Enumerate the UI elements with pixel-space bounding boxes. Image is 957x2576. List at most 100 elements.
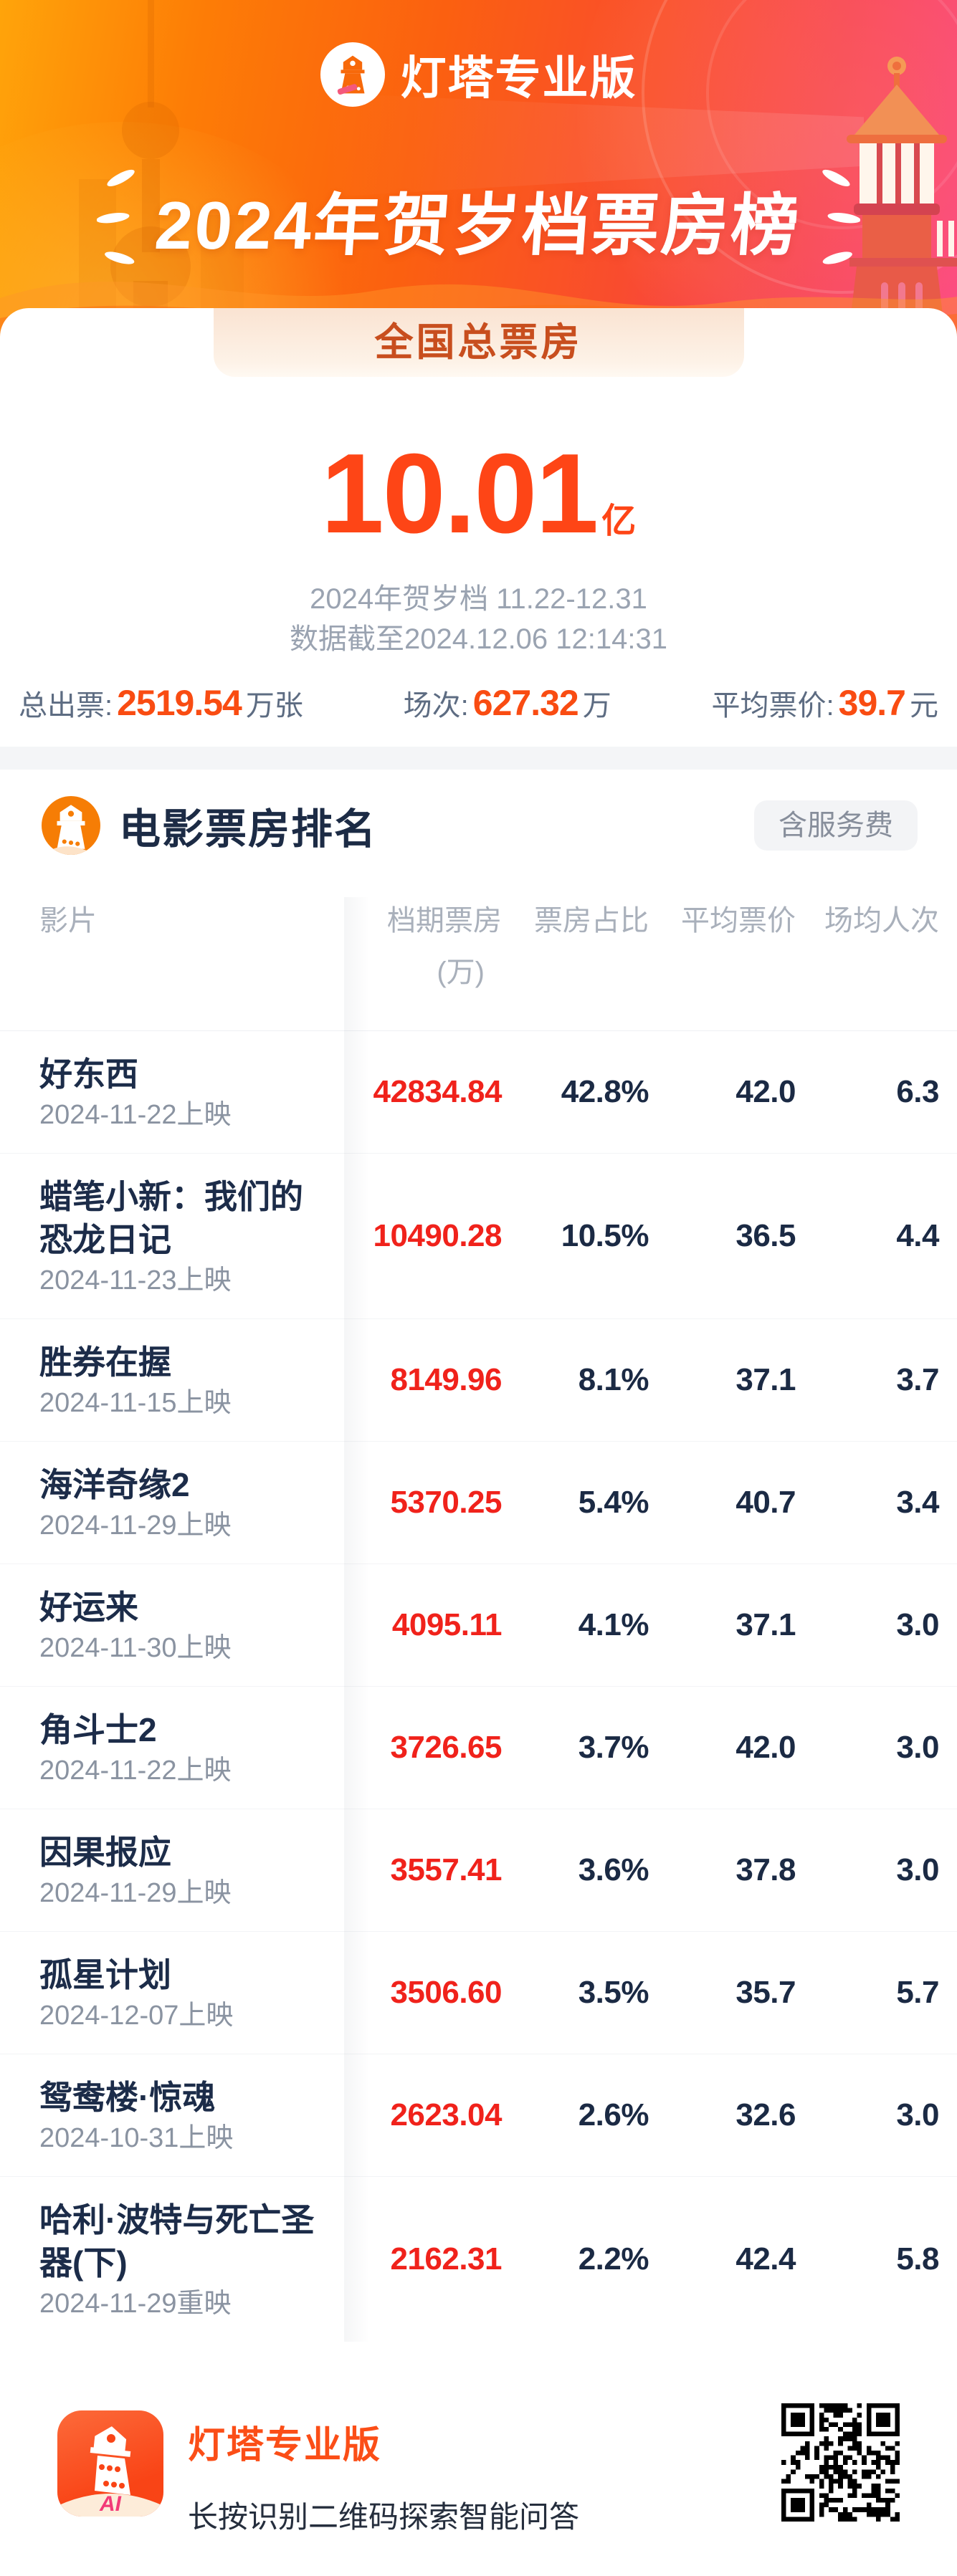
footer-text: 灯塔专业版 长按识别二维码探索智能问答: [188, 2415, 579, 2537]
table-row[interactable]: 胜券在握 2024-11-15上映 8149.96 8.1% 37.1 3.7: [0, 1319, 957, 1442]
table-row[interactable]: 海洋奇缘2 2024-11-29上映 5370.25 5.4% 40.7 3.4: [0, 1442, 957, 1564]
film-attendance: 5.7: [896, 1975, 939, 2010]
film-attendance: 3.0: [896, 2097, 939, 2132]
film-avg-price: 37.1: [735, 1607, 796, 1642]
film-avg-price: 42.0: [735, 1730, 796, 1765]
film-cell: 好运来 2024-11-30上映: [0, 1586, 344, 1665]
total-box-office-value: 10.01: [320, 431, 599, 557]
qr-code: [781, 2403, 900, 2522]
table-row[interactable]: 鸳鸯楼·惊魂 2024-10-31上映 2623.04 2.6% 32.6 3.…: [0, 2054, 957, 2177]
film-cell: 孤星计划 2024-12-07上映: [0, 1953, 344, 2032]
national-summary-card: 全国总票房 10.01 亿 2024年贺岁档 11.22-12.31 数据截至2…: [0, 308, 957, 747]
hero-banner: 灯塔专业版 2024年贺岁档票房榜: [0, 0, 957, 337]
hero-title-row: 2024年贺岁档票房榜: [0, 163, 957, 277]
stat-avg-price: 平均票价: 39.7 元: [711, 683, 938, 723]
stat-total-tickets: 总出票: 2519.54 万张: [19, 683, 303, 723]
film-attendance: 3.0: [896, 1730, 939, 1765]
film-release-date: 2024-11-30上映: [39, 1633, 232, 1663]
film-title: 鸳鸯楼·惊魂: [39, 2079, 216, 2116]
table-rows: 好东西 2024-11-22上映 42834.84 42.8% 42.0 6.3…: [0, 1031, 957, 2342]
film-release-date: 2024-11-29上映: [39, 1510, 232, 1541]
film-share: 4.1%: [578, 1607, 649, 1642]
film-avg-price: 36.5: [735, 1218, 796, 1253]
table-row[interactable]: 好运来 2024-11-30上映 4095.11 4.1% 37.1 3.0: [0, 1564, 957, 1687]
footer-brand: 灯塔专业版: [188, 2425, 382, 2466]
film-title: 角斗士2: [39, 1711, 157, 1748]
film-title: 好运来: [39, 1589, 138, 1626]
film-share: 10.5%: [561, 1218, 649, 1253]
laurel-left-icon: [97, 169, 135, 264]
total-box-office-unit: 亿: [601, 502, 637, 540]
film-box-office: 5370.25: [390, 1485, 502, 1520]
film-attendance: 3.0: [896, 1852, 939, 1887]
table-row[interactable]: 因果报应 2024-11-29上映 3557.41 3.6% 37.8 3.0: [0, 1809, 957, 1932]
pearl-tower-silhouette-icon: [79, 0, 244, 315]
brand-name: 灯塔专业版: [400, 52, 637, 104]
film-avg-price: 37.1: [735, 1362, 796, 1397]
film-cell: 因果报应 2024-11-29上映: [0, 1831, 344, 1910]
ranking-section-header: 电影票房排名 含服务费: [0, 795, 957, 856]
national-total-badge: 全国总票房: [213, 308, 744, 377]
film-box-office: 10490.28: [373, 1218, 502, 1253]
film-cell: 蜡笔小新：我们的恐龙日记 2024-11-23上映: [0, 1175, 344, 1297]
table-row[interactable]: 好东西 2024-11-22上映 42834.84 42.8% 42.0 6.3: [0, 1031, 957, 1154]
film-cell: 好东西 2024-11-22上映: [0, 1053, 344, 1131]
film-release-date: 2024-11-29上映: [39, 1878, 232, 1908]
column-header-film: 影片: [39, 905, 97, 937]
film-release-date: 2024-11-29重映: [39, 2289, 232, 2319]
beacon-logo-icon: [320, 42, 385, 107]
film-box-office: 2623.04: [390, 2097, 502, 2132]
footer-tip: 长按识别二维码探索智能问答: [188, 2500, 580, 2534]
film-release-date: 2024-11-22上映: [39, 1756, 232, 1786]
film-release-date: 2024-12-07上映: [39, 2001, 234, 2031]
film-cell: 鸳鸯楼·惊魂 2024-10-31上映: [0, 2076, 344, 2155]
film-share: 42.8%: [561, 1074, 649, 1109]
film-share: 2.2%: [578, 2241, 649, 2276]
column-header-box-office: 档期票房 (万): [344, 897, 502, 990]
film-attendance: 3.4: [896, 1485, 939, 1520]
film-avg-price: 42.4: [735, 2241, 796, 2276]
film-box-office: 42834.84: [373, 1074, 502, 1109]
table-row[interactable]: 孤星计划 2024-12-07上映 3506.60 3.5% 35.7 5.7: [0, 1932, 957, 2054]
film-title: 胜券在握: [39, 1344, 171, 1381]
table-row[interactable]: 蜡笔小新：我们的恐龙日记 2024-11-23上映 10490.28 10.5%…: [0, 1154, 957, 1319]
film-share: 3.6%: [578, 1852, 649, 1887]
film-avg-price: 32.6: [735, 2097, 796, 2132]
table-row[interactable]: 角斗士2 2024-11-22上映 3726.65 3.7% 42.0 3.0: [0, 1687, 957, 1809]
page-title: 2024年贺岁档票房榜: [153, 188, 804, 263]
film-attendance: 6.3: [896, 1074, 939, 1109]
column-header-share: 票房占比: [534, 905, 649, 937]
film-attendance: 3.7: [896, 1362, 939, 1397]
film-share: 5.4%: [578, 1485, 649, 1520]
ranking-card: 电影票房排名 含服务费 影片 档期票房 (万) 票房占比 平均票价 场均人次 好…: [0, 770, 957, 2342]
table-row[interactable]: 哈利·波特与死亡圣器(下) 2024-11-29重映 2162.31 2.2% …: [0, 2177, 957, 2342]
footer: AI 灯塔专业版 长按识别二维码探索智能问答: [0, 2403, 957, 2547]
film-title: 因果报应: [39, 1834, 171, 1871]
film-release-date: 2024-11-23上映: [39, 1265, 232, 1296]
hero-ring-decoration: [706, 0, 957, 229]
film-cell: 海洋奇缘2 2024-11-29上映: [0, 1463, 344, 1542]
stat-screenings: 场次: 627.32 万: [403, 683, 611, 723]
film-cell: 哈利·波特与死亡圣器(下) 2024-11-29重映: [0, 2198, 344, 2320]
film-avg-price: 37.8: [735, 1852, 796, 1887]
section-divider: [0, 747, 957, 770]
film-box-office: 3726.65: [390, 1730, 502, 1765]
film-avg-price: 42.0: [735, 1074, 796, 1109]
film-cell: 胜券在握 2024-11-15上映: [0, 1341, 344, 1419]
film-share: 3.5%: [578, 1975, 649, 2010]
column-header-attendance: 场均人次: [824, 905, 939, 937]
film-release-date: 2024-10-31上映: [39, 2123, 234, 2153]
film-avg-price: 35.7: [735, 1975, 796, 2010]
app-icon: AI: [57, 2410, 163, 2517]
film-share: 8.1%: [578, 1362, 649, 1397]
film-title: 孤星计划: [39, 1956, 171, 1993]
service-fee-badge: 含服务费: [754, 800, 918, 851]
film-release-date: 2024-11-22上映: [39, 1100, 232, 1130]
laurel-right-icon: [822, 169, 860, 264]
ranking-title: 电影票房排名: [119, 806, 378, 853]
film-title: 好东西: [39, 1055, 138, 1093]
film-attendance: 4.4: [896, 1218, 939, 1253]
box-office-table: 影片 档期票房 (万) 票房占比 平均票价 场均人次 好东西 2024-11-2…: [0, 897, 957, 2342]
beacon-section-icon: [42, 796, 100, 855]
